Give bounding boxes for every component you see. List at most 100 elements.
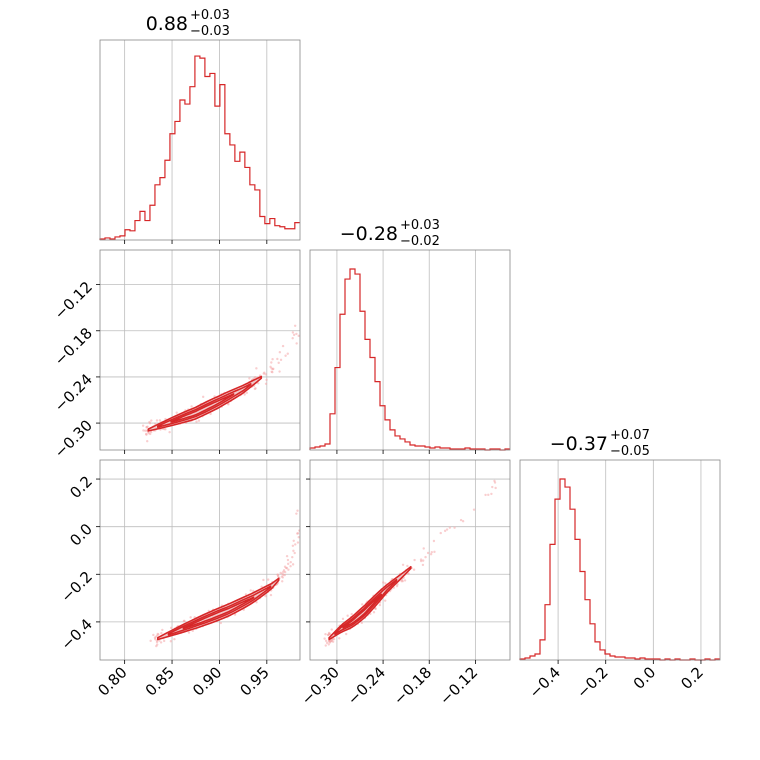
sample-point — [291, 544, 295, 548]
sample-point — [283, 570, 287, 574]
sample-point — [422, 547, 425, 550]
sample-point — [424, 555, 427, 559]
x-tick-label: 0.95 — [236, 663, 272, 699]
x-tick-label: 0.85 — [142, 663, 178, 699]
sample-point — [294, 543, 297, 546]
histogram-1 — [309, 268, 510, 451]
y-tick-label: −0.12 — [51, 278, 96, 323]
title-group-0: 0.88 +0.03−0.03 — [146, 8, 230, 39]
y-tick-label: −0.18 — [51, 324, 96, 369]
sample-point — [293, 551, 296, 555]
sample-point — [285, 566, 289, 570]
panel-frame — [99, 459, 301, 661]
sample-point — [403, 579, 407, 582]
sample-point — [325, 641, 329, 645]
sample-point — [149, 639, 152, 643]
sample-point — [271, 370, 274, 374]
title-minus: −0.02 — [400, 234, 440, 249]
x-tick-label: −0.4 — [526, 663, 564, 701]
sample-point — [243, 393, 246, 396]
sample-point — [384, 582, 387, 585]
sample-point — [341, 617, 345, 621]
sample-point — [297, 334, 300, 338]
sample-point — [285, 554, 289, 558]
sample-point — [494, 486, 497, 490]
sample-point — [289, 560, 292, 564]
sample-point — [291, 331, 295, 334]
sample-point — [264, 373, 267, 376]
x-tick-label: −0.18 — [390, 663, 435, 708]
sample-point — [421, 563, 425, 567]
sample-point — [168, 430, 171, 434]
sample-point — [323, 637, 326, 640]
x-tick-label: 0.90 — [189, 663, 225, 699]
y-tick-label: 0.0 — [66, 520, 96, 550]
histogram-0 — [99, 55, 300, 240]
sample-point — [272, 367, 275, 371]
sample-point — [284, 354, 287, 357]
sample-point — [286, 558, 290, 562]
sample-point — [382, 581, 385, 584]
contour-inner — [342, 593, 383, 629]
sample-point — [426, 551, 430, 555]
sample-point — [219, 621, 223, 625]
sample-point — [433, 550, 436, 554]
sample-point — [282, 570, 285, 573]
sample-point — [153, 636, 157, 640]
sample-point — [484, 493, 487, 497]
sample-point — [439, 531, 442, 535]
sample-point — [161, 628, 164, 632]
x-tick-label: −0.2 — [573, 663, 611, 701]
sample-point — [253, 387, 257, 391]
title-median: −0.28 — [340, 223, 398, 245]
sample-point — [279, 358, 283, 362]
sample-point — [175, 411, 178, 414]
sample-point — [461, 520, 465, 523]
sample-point — [255, 601, 258, 604]
panel-frame — [99, 39, 301, 241]
sample-point — [459, 518, 463, 522]
sample-point — [372, 611, 376, 614]
sample-point — [252, 589, 255, 593]
sample-point — [197, 419, 201, 422]
title-group-2: −0.37 +0.07−0.05 — [550, 428, 650, 459]
panel-frame — [519, 459, 721, 661]
x-tick-label: −0.30 — [298, 663, 343, 708]
sample-point — [289, 565, 292, 568]
sample-point — [257, 382, 260, 385]
title-median: −0.37 — [550, 433, 608, 455]
sample-point — [152, 633, 155, 637]
sample-point — [277, 361, 280, 365]
panel-1-2 — [323, 479, 497, 647]
panel-frame — [309, 249, 511, 451]
sample-point — [271, 358, 274, 361]
sample-point — [158, 419, 162, 422]
sample-point — [249, 589, 252, 592]
sample-point — [345, 632, 348, 636]
sample-point — [195, 420, 198, 423]
sample-point — [148, 422, 152, 425]
sample-point — [421, 559, 425, 562]
sample-point — [277, 575, 280, 578]
sample-point — [412, 568, 416, 571]
contour-inner — [170, 393, 235, 423]
sample-point — [295, 512, 298, 515]
sample-point — [283, 565, 287, 568]
sample-point — [472, 508, 476, 511]
sample-point — [245, 391, 249, 394]
sample-point — [278, 370, 281, 373]
sample-point — [155, 640, 159, 644]
sample-point — [144, 432, 148, 436]
contour-mid — [167, 585, 272, 636]
y-tick-label: −0.24 — [51, 370, 96, 415]
x-tick-label: −0.24 — [344, 663, 389, 708]
y-tick-label: −0.30 — [51, 416, 96, 461]
contour-inner — [182, 596, 255, 630]
sample-point — [267, 578, 270, 581]
sample-point — [327, 640, 331, 643]
x-tick-label: −0.12 — [436, 663, 481, 708]
title-minus: −0.05 — [610, 444, 650, 459]
sample-point — [401, 563, 405, 567]
sample-point — [264, 382, 268, 385]
